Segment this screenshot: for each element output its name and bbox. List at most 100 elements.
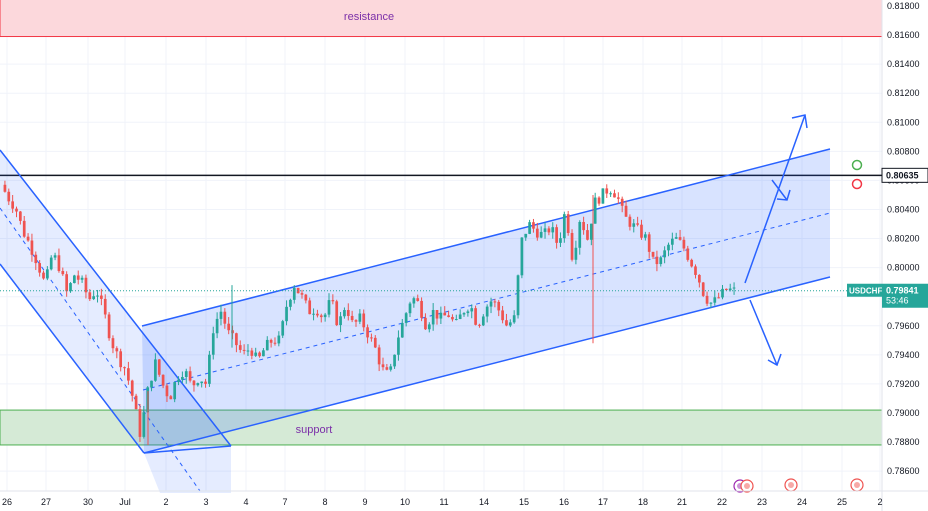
event-markers	[733, 159, 864, 493]
x-tick-label: 16	[559, 497, 569, 507]
candle-body	[335, 301, 339, 326]
candle-body	[559, 238, 562, 243]
candle-body	[551, 227, 555, 233]
x-tick-label: 25	[837, 497, 847, 507]
candle-body	[165, 385, 169, 397]
candle-body	[331, 300, 335, 302]
candle-body	[80, 277, 84, 280]
x-tick-label: 4	[243, 497, 248, 507]
candle-body	[30, 240, 34, 255]
candle-body	[161, 374, 165, 386]
candle-body	[46, 269, 49, 279]
candle-body	[370, 337, 373, 339]
candle-body	[107, 314, 111, 339]
candle-body	[177, 379, 180, 383]
forecast-arrows	[744, 114, 808, 367]
candle-body	[262, 350, 265, 357]
candle-body	[227, 323, 231, 331]
y-tick-label: 0.81600	[887, 30, 920, 40]
candle-body	[678, 237, 682, 240]
x-tick-label: 2	[163, 497, 168, 507]
candle-body	[597, 197, 601, 204]
candle-body	[258, 352, 261, 357]
candle-body	[73, 275, 76, 284]
candle-body	[582, 221, 585, 231]
x-tick-label: 26	[2, 497, 12, 507]
candle-body	[208, 354, 211, 384]
candle-body	[713, 297, 717, 303]
candle-body	[451, 316, 454, 320]
green-circle-marker[interactable]	[851, 159, 863, 171]
y-tick-label: 0.80800	[887, 146, 920, 156]
candle-body	[173, 382, 177, 400]
economic-event-dot	[788, 482, 794, 488]
candle-body	[532, 222, 535, 229]
x-tick-label: 8	[322, 497, 327, 507]
candle-body	[728, 288, 732, 291]
candle-body	[682, 239, 686, 249]
candle-body	[616, 197, 620, 199]
candle-body	[285, 306, 288, 322]
candle-body	[462, 313, 466, 315]
red-circle-marker[interactable]	[851, 178, 863, 190]
candle-body	[697, 274, 701, 283]
candle-body	[647, 234, 651, 252]
candle-body	[389, 366, 393, 370]
candle-body	[663, 250, 666, 258]
candle-body	[196, 383, 200, 386]
candle-body	[316, 313, 319, 316]
candle-body	[358, 313, 362, 322]
candle-body	[505, 320, 508, 326]
candle-body	[624, 205, 628, 217]
candle-body	[632, 223, 636, 227]
candle-body	[273, 342, 277, 344]
candle-body	[397, 337, 400, 355]
candle-body	[154, 359, 157, 381]
breakdown-down-arrow-line	[749, 299, 778, 366]
y-tick-label: 0.79000	[887, 408, 920, 418]
candle-body	[725, 288, 728, 291]
candle-body	[192, 380, 196, 386]
candle-body	[690, 259, 693, 267]
level-price-tag	[881, 167, 928, 183]
candle-body	[655, 256, 659, 265]
descending-channel-fill	[0, 150, 231, 493]
candle-body	[219, 311, 223, 319]
candle-body	[705, 295, 709, 304]
candle-body	[142, 412, 146, 437]
candle-body	[223, 311, 227, 324]
candle-body	[200, 381, 204, 384]
candle-body	[593, 197, 597, 224]
candle-body	[570, 232, 574, 260]
candle-body	[501, 310, 504, 321]
candle-body	[424, 317, 427, 330]
candle-body	[431, 310, 435, 325]
candle-body	[7, 191, 11, 202]
x-tick-label: 30	[83, 497, 93, 507]
candle-body	[478, 324, 481, 326]
candle-body	[528, 222, 531, 234]
breakout-up-arrow-head	[791, 114, 808, 129]
resistance-zone	[0, 0, 883, 38]
candle-body	[119, 351, 123, 368]
x-axis: 26 27 30 Jul 2 3 4 7 8 9 10 11 14 15 16 17 18 21 22 23 24 25 2	[0, 490, 928, 507]
ascending-channel-fill	[142, 149, 830, 453]
candle-body	[26, 236, 30, 241]
candle-body	[103, 298, 107, 315]
y-tick-label: 0.79400	[887, 350, 920, 360]
candle-body	[659, 257, 663, 265]
candle-body	[96, 295, 99, 297]
candle-body	[15, 208, 18, 212]
y-tick-label: 0.80200	[887, 234, 920, 244]
x-tick-label: 27	[41, 497, 51, 507]
descending-channel-lower	[0, 263, 145, 454]
candle-body	[34, 254, 38, 264]
candle-body	[589, 223, 593, 240]
candle-body	[636, 223, 639, 225]
y-tick-label: 0.79600	[887, 321, 920, 331]
candle-body	[686, 248, 690, 260]
zones: resistance support	[0, 0, 883, 446]
y-tick-label: 0.79200	[887, 379, 920, 389]
candle-body	[470, 308, 474, 312]
